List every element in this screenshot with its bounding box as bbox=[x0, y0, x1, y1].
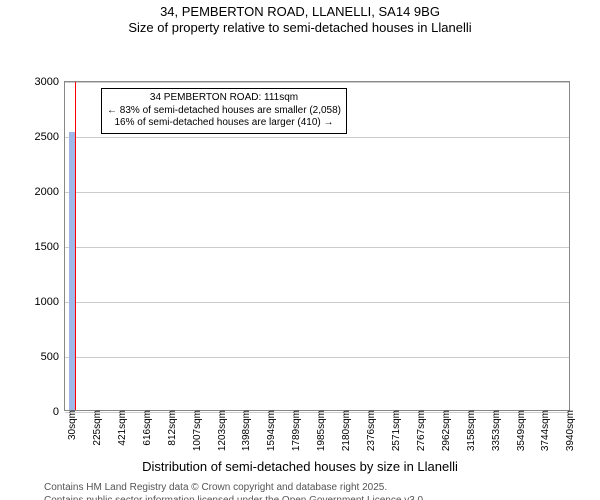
x-axis-label: Distribution of semi-detached houses by … bbox=[0, 459, 600, 474]
x-tick-label: 1398sqm bbox=[239, 410, 252, 451]
x-tick-label: 421sqm bbox=[115, 410, 128, 446]
x-tick-label: 1594sqm bbox=[264, 410, 277, 451]
grid-line bbox=[65, 82, 569, 83]
x-tick-label: 1203sqm bbox=[215, 410, 228, 451]
x-tick-label: 812sqm bbox=[165, 410, 178, 446]
chart-area: Number of semi-detached properties 05001… bbox=[0, 35, 600, 471]
x-tick-label: 2962sqm bbox=[439, 410, 452, 451]
grid-line bbox=[65, 357, 569, 358]
y-tick-label: 1000 bbox=[35, 296, 65, 308]
x-tick-label: 3353sqm bbox=[489, 410, 502, 451]
x-tick-label: 2376sqm bbox=[364, 410, 377, 451]
title-line-2: Size of property relative to semi-detach… bbox=[0, 20, 600, 35]
attribution-footer: Contains HM Land Registry data © Crown c… bbox=[44, 482, 600, 500]
annotation-line: 34 PEMBERTON ROAD: 111sqm bbox=[107, 92, 341, 105]
x-tick-label: 2767sqm bbox=[414, 410, 427, 451]
subject-marker-line bbox=[75, 82, 76, 410]
x-tick-label: 2180sqm bbox=[339, 410, 352, 451]
annotation-box: 34 PEMBERTON ROAD: 111sqm← 83% of semi-d… bbox=[101, 88, 347, 134]
grid-line bbox=[65, 302, 569, 303]
annotation-line: 16% of semi-detached houses are larger (… bbox=[107, 117, 341, 130]
footer-line-2: Contains public sector information licen… bbox=[44, 495, 600, 500]
grid-line bbox=[65, 192, 569, 193]
x-tick-label: 3158sqm bbox=[464, 410, 477, 451]
y-tick-label: 0 bbox=[53, 406, 65, 418]
x-tick-label: 1007sqm bbox=[190, 410, 203, 451]
footer-line-1: Contains HM Land Registry data © Crown c… bbox=[44, 482, 600, 495]
x-tick-label: 3549sqm bbox=[514, 410, 527, 451]
x-tick-label: 3940sqm bbox=[563, 410, 576, 451]
y-tick-label: 1500 bbox=[35, 241, 65, 253]
annotation-line: ← 83% of semi-detached houses are smalle… bbox=[107, 105, 341, 118]
title-line-1: 34, PEMBERTON ROAD, LLANELLI, SA14 9BG bbox=[0, 4, 600, 19]
y-tick-label: 2500 bbox=[35, 131, 65, 143]
y-tick-label: 500 bbox=[41, 351, 65, 363]
grid-line bbox=[65, 137, 569, 138]
x-tick-label: 2571sqm bbox=[389, 410, 402, 451]
plot-area: 05001000150020002500300030sqm225sqm421sq… bbox=[64, 81, 570, 411]
x-tick-label: 1789sqm bbox=[289, 410, 302, 451]
x-tick-label: 30sqm bbox=[65, 410, 78, 440]
histogram-bar bbox=[72, 132, 75, 410]
x-tick-label: 616sqm bbox=[140, 410, 153, 446]
grid-line bbox=[65, 247, 569, 248]
x-tick-label: 225sqm bbox=[90, 410, 103, 446]
chart-titles: 34, PEMBERTON ROAD, LLANELLI, SA14 9BG S… bbox=[0, 4, 600, 35]
y-tick-label: 3000 bbox=[35, 76, 65, 88]
x-tick-label: 1985sqm bbox=[314, 410, 327, 451]
y-tick-label: 2000 bbox=[35, 186, 65, 198]
x-tick-label: 3744sqm bbox=[538, 410, 551, 451]
